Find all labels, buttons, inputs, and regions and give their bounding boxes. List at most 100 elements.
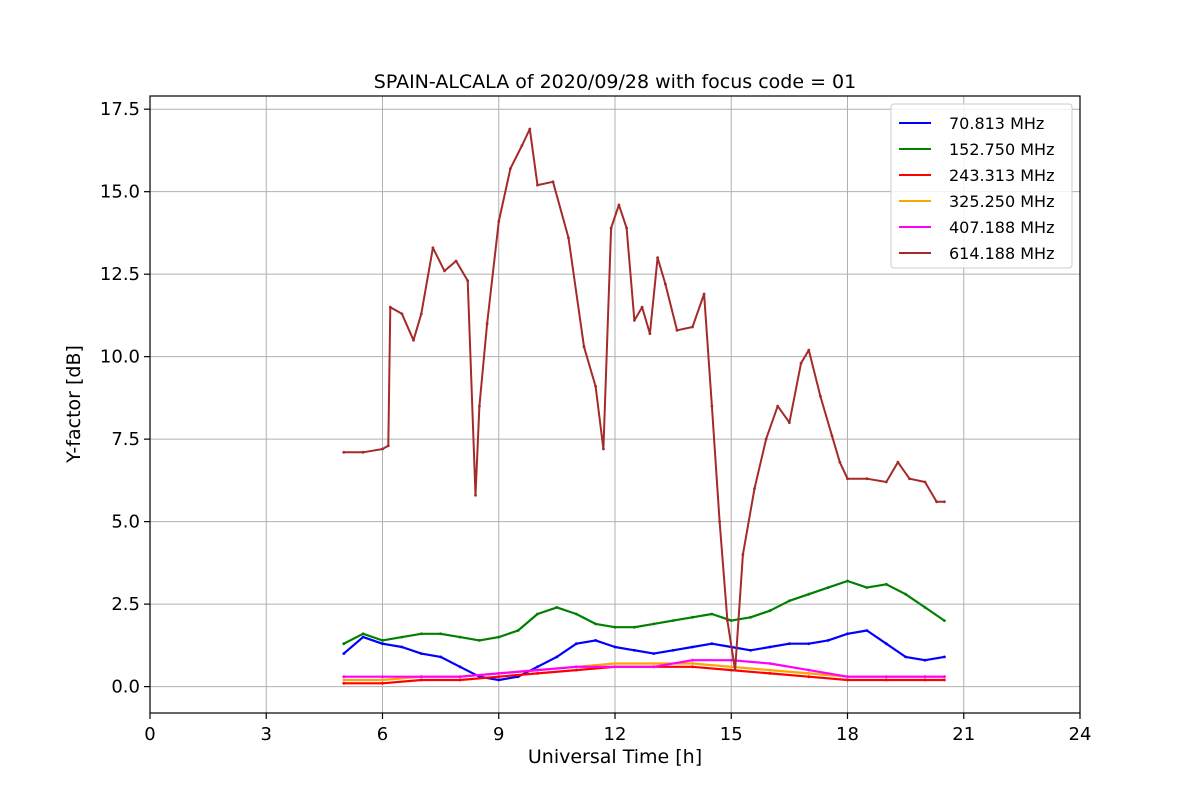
data-point [574, 642, 578, 646]
data-point [342, 681, 346, 685]
data-point [633, 319, 636, 322]
data-point [613, 625, 617, 629]
data-point [749, 648, 752, 652]
x-tick-label: 18 [836, 724, 859, 745]
data-point [710, 404, 714, 408]
series-line [342, 128, 946, 672]
data-point [439, 632, 442, 636]
y-axis-title: Y-factor [dB] [63, 345, 85, 464]
data-point [555, 606, 559, 609]
data-point [671, 619, 675, 622]
data-point [729, 619, 733, 622]
x-tick-label: 21 [952, 724, 975, 745]
data-point [702, 292, 706, 296]
data-point [691, 645, 694, 649]
data-point [718, 520, 721, 523]
data-point [478, 639, 481, 642]
data-point [497, 675, 501, 679]
data-point [633, 625, 636, 629]
data-point [625, 226, 628, 230]
series-1 [342, 579, 946, 646]
data-point [768, 645, 772, 649]
data-point [454, 259, 458, 263]
y-tick-label: 15.0 [100, 182, 140, 203]
data-point [846, 678, 849, 682]
data-point [923, 675, 927, 679]
data-point [419, 678, 423, 682]
x-tick-label: 3 [261, 724, 272, 745]
data-point [458, 665, 462, 669]
data-point [536, 612, 539, 616]
data-point [884, 480, 888, 484]
data-point [381, 678, 384, 682]
data-point [675, 328, 679, 332]
data-point [400, 635, 404, 639]
data-point [419, 652, 423, 655]
data-point [485, 322, 489, 326]
series-line [342, 579, 946, 645]
data-point [381, 642, 384, 646]
data-point [528, 127, 532, 131]
legend-label: 152.750 MHz [949, 140, 1054, 159]
data-point [516, 629, 520, 632]
data-point [458, 635, 462, 639]
y-tick-label: 0.0 [111, 677, 140, 698]
data-point [710, 612, 714, 616]
data-point [474, 493, 477, 497]
legend-box [890, 103, 1073, 269]
legend-item: 243.313 MHz [899, 166, 1054, 185]
data-point [388, 305, 392, 309]
data-point [749, 615, 752, 619]
data-point [381, 675, 384, 679]
legend-item: 614.188 MHz [899, 244, 1054, 263]
x-axis-title: Universal Time [h] [528, 746, 702, 768]
data-point [419, 632, 423, 636]
data-point [648, 332, 652, 335]
data-point [776, 404, 780, 408]
data-point [551, 180, 555, 184]
data-point [574, 668, 578, 672]
legend: 70.813 MHz 152.750 MHz 243.313 MHz 325.250 … [890, 103, 1073, 269]
data-point [466, 279, 470, 283]
data-point [788, 599, 791, 603]
data-point [799, 361, 803, 365]
data-point [594, 639, 597, 642]
data-point [764, 437, 768, 441]
data-point [613, 645, 617, 649]
legend-item: 70.813 MHz [899, 114, 1044, 133]
data-point [478, 404, 481, 408]
data-point [691, 615, 694, 619]
data-point [807, 675, 811, 679]
data-point [419, 675, 423, 679]
y-tick-label: 2.5 [111, 594, 140, 615]
data-point [807, 642, 811, 646]
data-point [536, 672, 539, 675]
data-point [943, 678, 946, 682]
legend-label: 70.813 MHz [949, 114, 1044, 133]
data-point [923, 678, 927, 682]
data-point [613, 665, 617, 669]
data-point [617, 203, 621, 207]
data-point [664, 282, 667, 286]
data-point [652, 665, 656, 669]
y-tick-label: 10.0 [100, 347, 140, 368]
data-point [807, 672, 811, 675]
data-point [826, 639, 830, 642]
data-point [443, 269, 446, 273]
legend-item: 325.250 MHz [899, 192, 1054, 211]
data-point [726, 619, 729, 622]
data-point [846, 632, 849, 636]
data-point [830, 434, 834, 438]
data-point [846, 579, 849, 583]
data-point [691, 658, 694, 662]
x-tick-label: 0 [144, 724, 155, 745]
data-point [884, 582, 888, 586]
data-point [633, 648, 636, 652]
y-tick-label: 12.5 [100, 264, 140, 285]
data-point [671, 648, 675, 652]
axis-ticks: 0 3 6 9 12 15 18 21 24 0.0 2.5 5.0 7.5 10.0 12.5 15.0 17… [100, 99, 1092, 745]
data-point [819, 394, 822, 398]
data-point [904, 655, 907, 659]
x-tick-label: 6 [377, 724, 388, 745]
